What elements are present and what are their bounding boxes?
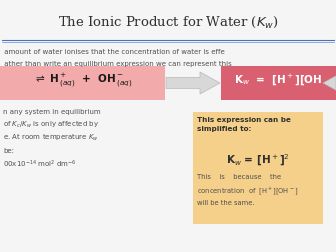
FancyBboxPatch shape xyxy=(193,112,323,224)
Text: K$_w$ = [H$^+$]$^2$: K$_w$ = [H$^+$]$^2$ xyxy=(226,152,290,168)
Text: amount of water ionises that the concentration of water is effe: amount of water ionises that the concent… xyxy=(2,49,225,55)
Text: n any system in equilibrium: n any system in equilibrium xyxy=(3,109,100,115)
FancyBboxPatch shape xyxy=(0,66,165,100)
Polygon shape xyxy=(323,72,336,94)
Text: The Ionic Product for Water ($\mathit{K}_w$): The Ionic Product for Water ($\mathit{K}… xyxy=(57,14,279,29)
Text: 00x10$^{-14}$ mol$^2$ dm$^{-6}$: 00x10$^{-14}$ mol$^2$ dm$^{-6}$ xyxy=(3,158,77,170)
FancyBboxPatch shape xyxy=(221,66,336,100)
Text: of $K_c$/$K_w$ is only affected by: of $K_c$/$K_w$ is only affected by xyxy=(3,120,99,130)
Text: This expression can be
simplified to:: This expression can be simplified to: xyxy=(197,117,291,132)
Text: $\rightleftharpoons$ H$^+_{\,(aq)}$  +  OH$^-_{\,(aq)}$: $\rightleftharpoons$ H$^+_{\,(aq)}$ + OH… xyxy=(33,71,132,89)
Text: This    is    because    the
concentration  of  [H$^+$][OH$^-$]
will be the same: This is because the concentration of [H$… xyxy=(197,174,298,206)
Text: K$_w$  =  [H$^+$][OH: K$_w$ = [H$^+$][OH xyxy=(234,73,323,87)
Text: ather than write an equilibrium expression we can represent this: ather than write an equilibrium expressi… xyxy=(2,61,232,67)
Text: be:: be: xyxy=(3,148,14,154)
Text: e. At room temperature $K_w$: e. At room temperature $K_w$ xyxy=(3,133,99,143)
Polygon shape xyxy=(166,72,220,94)
